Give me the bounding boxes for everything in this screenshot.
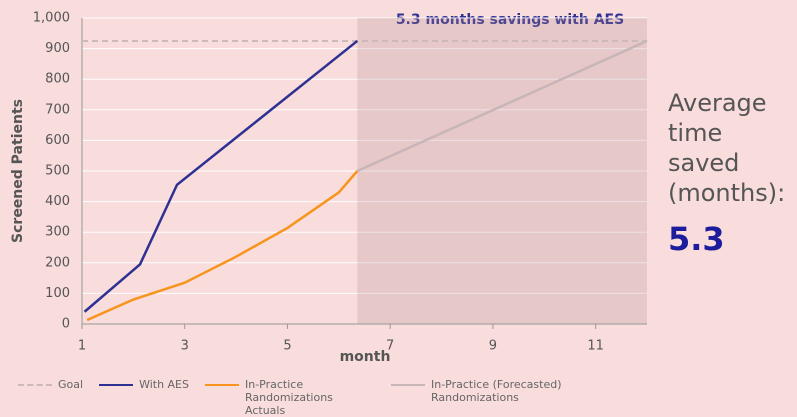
legend-swatch [391, 384, 425, 386]
shaded-region [357, 18, 647, 324]
series-line [83, 39, 359, 313]
y-tick-label: 1,000 [33, 11, 70, 26]
x-tick-label: 7 [386, 339, 394, 354]
annotation: 5.3 months savings with AES [396, 12, 624, 28]
legend-item: With AES [99, 378, 189, 391]
x-tick-label: 9 [489, 339, 497, 354]
x-tick-label: 1 [78, 339, 86, 354]
y-tick-label: 600 [45, 133, 70, 148]
y-tick-label: 500 [45, 164, 70, 179]
y-tick-label: 0 [62, 317, 70, 332]
series-line [356, 39, 648, 173]
series-line [86, 170, 359, 322]
legend-swatch [18, 384, 52, 386]
legend-item: In-Practice (Forecasted) Randomizations [391, 378, 581, 404]
legend-item: Goal [18, 378, 83, 391]
y-tick-label: 100 [45, 286, 70, 301]
plot: 0 100 200 300 400 500 600 700 800 900 1,000 1 3 5 7 9 11 [33, 11, 648, 354]
legend-swatch [205, 384, 239, 386]
x-tick-label: 3 [181, 339, 189, 354]
legend-swatch [99, 384, 134, 386]
legend-item: In-Practice Randomizations Actuals [205, 378, 375, 417]
y-tick-label: 400 [45, 194, 70, 209]
y-tick-label: 300 [45, 225, 70, 240]
side-text: Average time saved (months): [668, 89, 786, 207]
y-tick-label: 700 [45, 102, 70, 117]
side-value: 5.3 [668, 220, 725, 258]
x-tick-label: 5 [283, 339, 291, 354]
legend: Goal With AES In-Practice Randomizations A… [18, 378, 597, 417]
legend-label: With AES [139, 378, 189, 391]
legend-label: In-Practice Randomizations Actuals [245, 378, 333, 417]
legend-label: Goal [58, 378, 84, 391]
legend-label: In-Practice (Forecasted) Randomizations [431, 378, 562, 404]
x-axis-label: month [340, 349, 391, 365]
y-tick-label: 900 [45, 41, 70, 56]
y-tick-label: 200 [45, 255, 70, 270]
x-tick-label: 11 [587, 339, 604, 354]
y-tick-label: 800 [45, 72, 70, 87]
y-axis-label: Screened Patients [10, 99, 26, 243]
